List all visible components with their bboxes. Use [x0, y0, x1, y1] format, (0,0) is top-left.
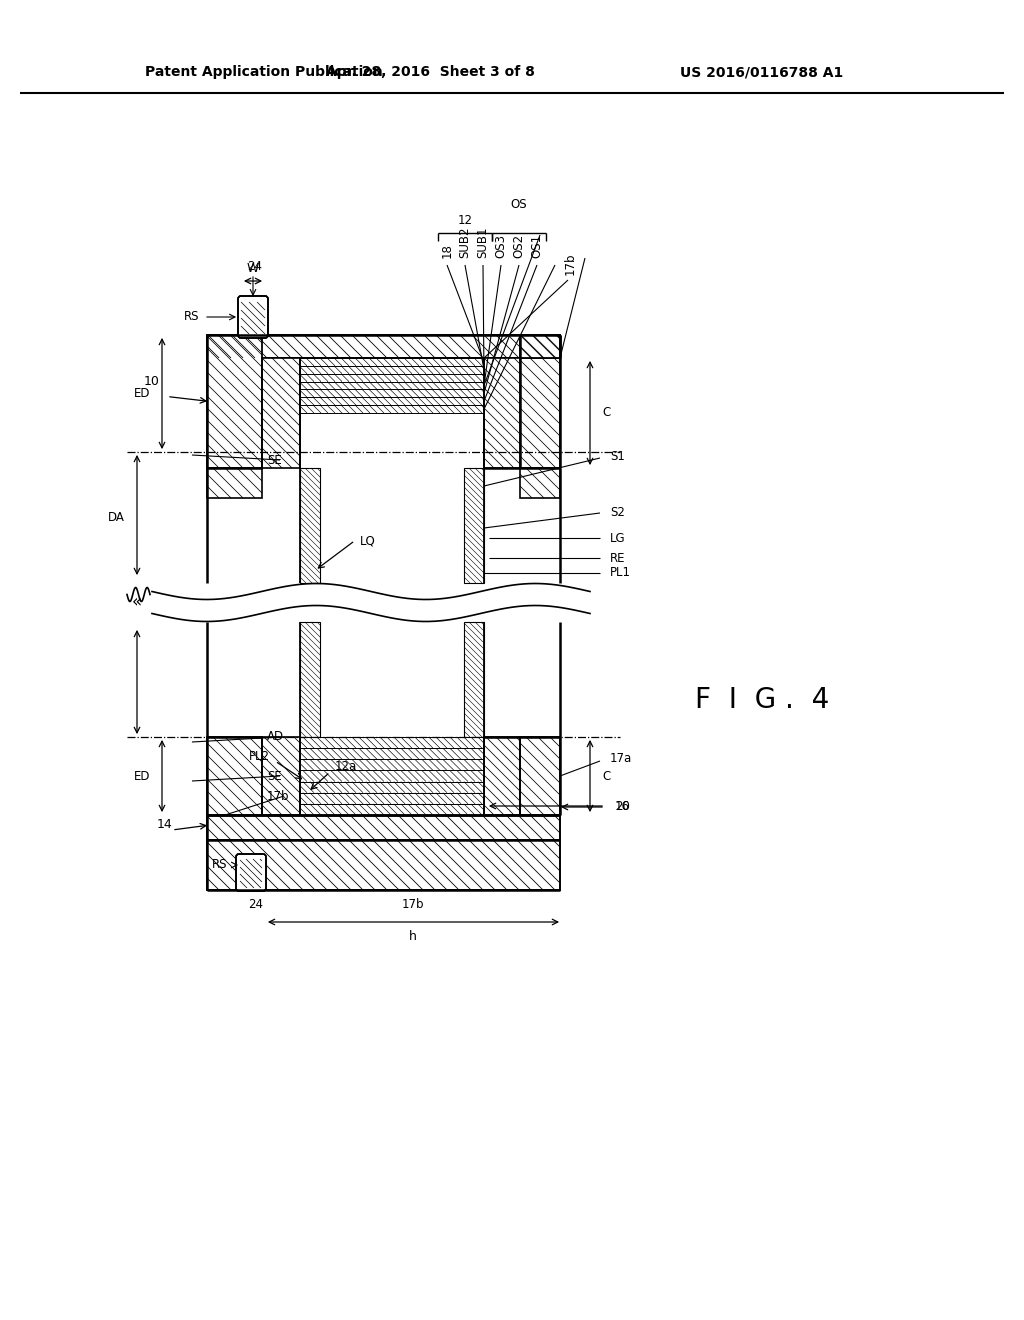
Bar [484, 358, 520, 469]
Text: 20: 20 [615, 800, 630, 813]
Text: 17a: 17a [610, 751, 632, 764]
Bar [300, 358, 484, 366]
Bar [262, 358, 300, 469]
Bar [300, 397, 484, 405]
Text: AD: AD [267, 730, 284, 743]
Bar [464, 469, 484, 583]
Text: PL2: PL2 [249, 750, 270, 763]
FancyBboxPatch shape [236, 854, 266, 891]
Text: 16: 16 [615, 800, 630, 813]
Bar [520, 737, 560, 814]
Text: ED: ED [133, 770, 150, 783]
Text: W: W [247, 263, 259, 276]
Text: SUB1: SUB1 [476, 227, 489, 257]
Bar [207, 814, 560, 840]
Text: F  I  G .  4: F I G . 4 [695, 686, 829, 714]
Bar [207, 737, 262, 814]
Bar [300, 737, 484, 748]
Bar [520, 335, 560, 358]
Bar [300, 374, 484, 381]
Bar [300, 781, 484, 793]
Bar [300, 469, 319, 583]
Text: 17b: 17b [401, 898, 424, 911]
Text: OS: OS [511, 198, 527, 211]
Bar [300, 366, 484, 374]
Text: 10: 10 [144, 375, 160, 388]
Bar [300, 381, 484, 389]
Text: C: C [602, 407, 610, 420]
Bar [207, 335, 560, 358]
Text: RE: RE [610, 552, 626, 565]
Text: SUB2: SUB2 [459, 227, 471, 257]
Bar [300, 748, 484, 759]
Text: DA: DA [109, 511, 125, 524]
Bar [300, 389, 484, 397]
Text: OS3: OS3 [495, 234, 508, 257]
Text: 17b: 17b [267, 789, 290, 803]
Text: 24: 24 [249, 899, 263, 912]
Bar [300, 405, 484, 413]
Bar [484, 737, 520, 814]
Bar [300, 771, 484, 781]
Text: 12a: 12a [335, 760, 357, 774]
Bar [240, 859, 262, 888]
Bar [300, 759, 484, 771]
Text: S1: S1 [610, 450, 625, 462]
Text: US 2016/0116788 A1: US 2016/0116788 A1 [680, 65, 843, 79]
Text: Apr. 28, 2016  Sheet 3 of 8: Apr. 28, 2016 Sheet 3 of 8 [326, 65, 535, 79]
Bar [207, 469, 262, 498]
Text: ED: ED [133, 387, 150, 400]
Text: RS: RS [212, 858, 227, 871]
Bar [207, 840, 560, 890]
Text: Patent Application Publication: Patent Application Publication [145, 65, 383, 79]
Text: 17b: 17b [563, 252, 577, 275]
Text: RS: RS [183, 310, 199, 323]
Bar [207, 335, 262, 469]
Bar [300, 622, 319, 737]
Text: PL1: PL1 [610, 566, 631, 579]
Bar [300, 804, 484, 814]
Bar [520, 358, 560, 469]
Text: h: h [409, 931, 417, 944]
Text: SE: SE [267, 454, 282, 466]
Bar [300, 793, 484, 804]
Text: 24: 24 [248, 260, 262, 273]
Text: 18: 18 [440, 243, 454, 257]
Bar [464, 622, 484, 737]
Text: 14: 14 [157, 818, 173, 832]
Text: LQ: LQ [360, 535, 376, 546]
Text: 12: 12 [458, 214, 472, 227]
Text: S2: S2 [610, 507, 625, 520]
Bar [241, 302, 265, 334]
FancyBboxPatch shape [238, 296, 268, 338]
Bar [262, 737, 300, 814]
Text: «: « [132, 594, 142, 611]
Text: C: C [602, 770, 610, 783]
Text: OS1: OS1 [530, 234, 544, 257]
Text: OS2: OS2 [512, 234, 525, 257]
Text: SE: SE [267, 770, 282, 783]
Bar [520, 469, 560, 498]
Text: LG: LG [610, 532, 626, 544]
